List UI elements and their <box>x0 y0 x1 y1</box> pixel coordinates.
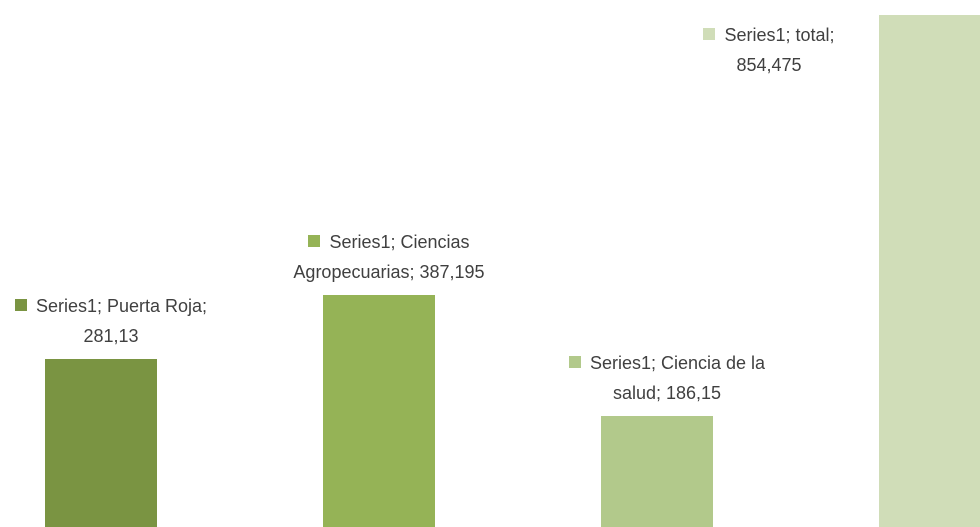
data-label: Series1; Ciencias Agropecuarias; 387,195 <box>289 227 489 287</box>
label-key <box>703 28 716 40</box>
bar <box>45 358 157 527</box>
data-label-text: Series1; Puerta Roja; 281,13 <box>35 295 208 346</box>
data-label-text: Series1; Ciencias Agropecuarias; 387,195 <box>293 232 485 283</box>
data-label: Series1; Ciencia de la salud; 186,15 <box>567 348 767 408</box>
label-key <box>14 298 27 311</box>
label-key <box>568 355 581 368</box>
bar <box>323 295 435 527</box>
bar <box>879 15 980 527</box>
data-label: Series1; total; 854,475 <box>669 20 869 80</box>
data-label: Series1; Puerta Roja; 281,13 <box>11 291 211 351</box>
bar <box>601 415 713 527</box>
data-label-text: Series1; total; 854,475 <box>724 25 835 75</box>
label-key <box>308 235 321 248</box>
data-label-text: Series1; Ciencia de la salud; 186,15 <box>589 352 766 403</box>
